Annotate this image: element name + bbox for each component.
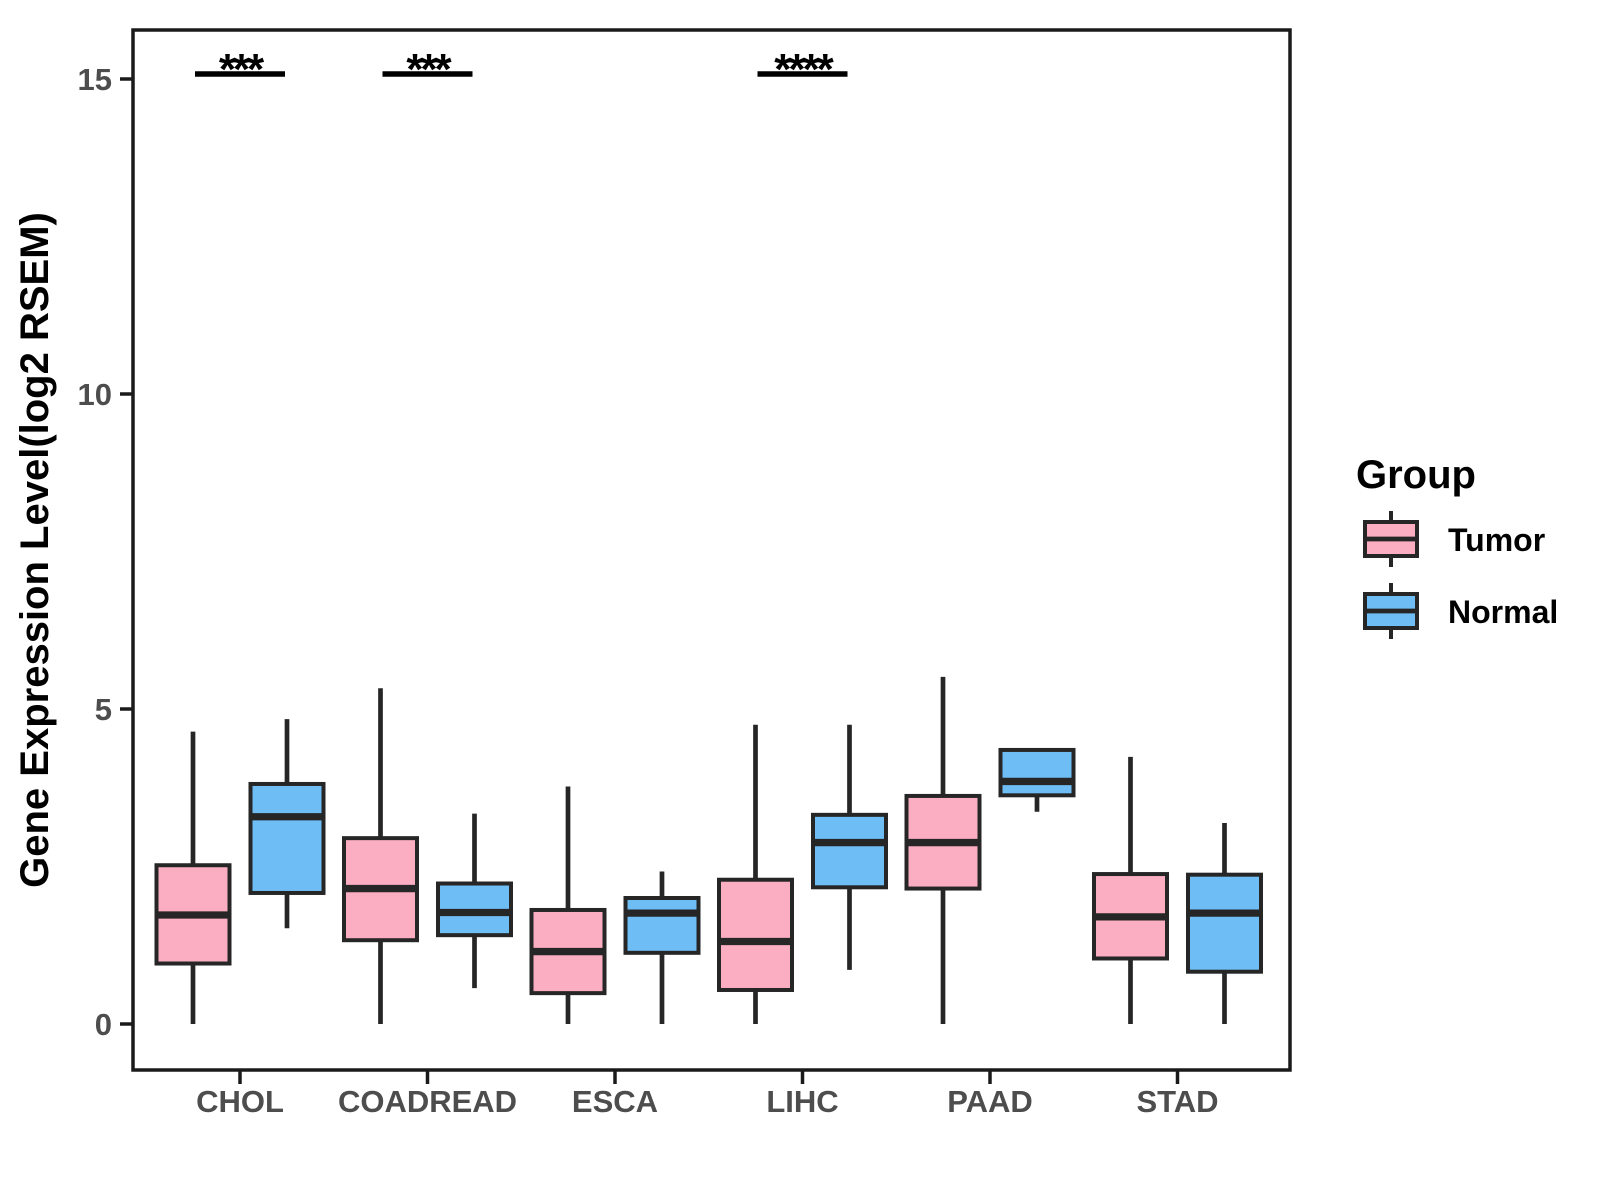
significance-label-chol: *** — [219, 45, 265, 94]
legend-glyphs — [1363, 511, 1419, 639]
legend-label-normal: Normal — [1448, 594, 1558, 630]
box-PAAD-Normal — [998, 747, 1076, 798]
y-axis-title: Gene Expression Level(log2 RSEM) — [13, 212, 57, 888]
y-tick-label: 0 — [95, 1007, 112, 1042]
x-tick-label-stad: STAD — [1136, 1084, 1218, 1119]
y-tick-label: 15 — [78, 62, 112, 97]
box-LIHC-Normal — [811, 812, 888, 890]
legend-title: Group — [1356, 453, 1476, 497]
significance-label-coadread: *** — [406, 45, 452, 94]
x-tick-label-coadread: COADREAD — [338, 1084, 517, 1119]
panel-border — [131, 28, 1292, 1072]
box-STAD-Normal — [1186, 872, 1263, 974]
box-ESCA-Normal — [623, 896, 701, 955]
y-tick-label: 5 — [95, 692, 112, 727]
box-LIHC-Tumor — [717, 877, 794, 992]
significance-label-lihc: **** — [774, 45, 834, 94]
x-tick-label-paad: PAAD — [947, 1084, 1033, 1119]
y-tick-label: 10 — [78, 377, 112, 412]
box-CHOL-Normal — [248, 781, 326, 895]
x-tick-label-esca: ESCA — [572, 1084, 658, 1119]
legend-label-tumor: Tumor — [1448, 522, 1545, 558]
x-tick-label-lihc: LIHC — [766, 1084, 838, 1119]
x-tick-label-chol: CHOL — [196, 1084, 284, 1119]
